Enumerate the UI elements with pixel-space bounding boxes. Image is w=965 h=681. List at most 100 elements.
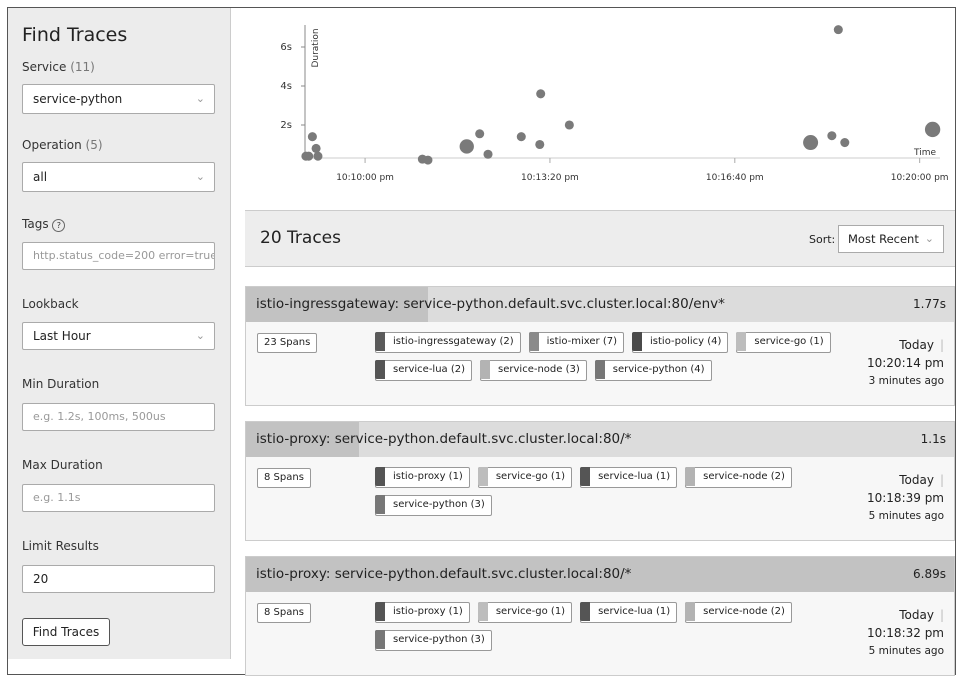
trace-point	[536, 89, 546, 99]
lookback-select[interactable]: Last Hour ⌄	[22, 322, 215, 350]
trace-card[interactable]: istio-ingressgateway: service-python.def…	[245, 286, 955, 406]
trace-header: istio-proxy: service-python.default.svc.…	[246, 422, 954, 457]
service-swatch	[528, 332, 539, 351]
sidebar-title: Find Traces	[22, 24, 128, 46]
service-swatch	[375, 495, 385, 514]
value: service-python	[33, 92, 123, 106]
service-label: service-go (1)	[495, 606, 566, 617]
service-select[interactable]: service-python ⌄	[22, 84, 215, 114]
lookback-label: Lookback	[22, 297, 79, 311]
service-tag: istio-mixer (7)	[528, 332, 624, 353]
service-swatch	[594, 360, 605, 379]
service-label: service-lua (1)	[598, 606, 671, 617]
service-label: istio-mixer (7)	[546, 336, 617, 347]
time: 10:18:39 pm	[866, 491, 944, 505]
date: Today	[899, 608, 934, 622]
separator: |	[939, 473, 944, 487]
duration-bar	[246, 422, 360, 457]
chevron: ⌄	[924, 232, 934, 245]
trace-point	[483, 149, 493, 159]
find-traces-button[interactable]: Find Traces	[22, 618, 110, 646]
tags-label: Tags ?	[22, 217, 66, 232]
trace-card[interactable]: istio-proxy: service-python.default.svc.…	[245, 421, 955, 541]
duration-bar	[246, 557, 954, 592]
service-tag: service-go (1)	[477, 467, 573, 488]
service-tag: service-python (3)	[375, 495, 492, 516]
operation-select[interactable]: all ⌄	[22, 162, 215, 192]
label: Tags	[22, 217, 49, 231]
trace-count: 20 Traces	[260, 228, 341, 248]
service-label: Service (11)	[22, 60, 95, 74]
service-tag: service-lua (1)	[580, 467, 678, 488]
max-duration-input[interactable]: e.g. 1.1s	[22, 484, 215, 512]
date-line: Today |	[867, 336, 944, 354]
service-swatch	[685, 467, 696, 486]
service-swatch	[736, 332, 747, 351]
trace-point	[516, 132, 526, 142]
service-label: istio-proxy (1)	[393, 471, 463, 482]
help-icon[interactable]: ?	[52, 219, 66, 232]
trace-point	[564, 120, 574, 130]
chevron: ⌄	[195, 329, 205, 342]
scatter-chart: Duration Time 2s 4s 6s 10:10:00 pm 10:13:20 …	[280, 25, 949, 183]
service-swatch	[477, 467, 488, 486]
x-tick-label: 10:20:00 pm	[891, 173, 949, 183]
trace-title: istio-ingressgateway: service-python.def…	[256, 296, 725, 312]
trace-point	[304, 151, 314, 161]
service-label: service-python (4)	[612, 364, 705, 375]
service-tag: service-python (3)	[375, 630, 492, 651]
label: Service	[22, 60, 67, 74]
separator: |	[939, 608, 944, 622]
service-swatch	[580, 602, 591, 621]
results-header: 20 Traces Sort: Most Recent ⌄	[245, 210, 955, 267]
value: Most Recent	[848, 232, 919, 246]
min-duration-label: Min Duration	[22, 377, 100, 391]
limit-input[interactable]: 20	[22, 565, 215, 593]
service-label: service-python (3)	[393, 634, 485, 645]
service-label: istio-proxy (1)	[393, 606, 463, 617]
trace-point	[924, 121, 941, 138]
service-tag: service-go (1)	[477, 602, 573, 623]
span-count: 23 Spans	[257, 333, 318, 353]
min-duration-input[interactable]: e.g. 1.2s, 100ms, 500us	[22, 403, 215, 431]
service-swatch	[477, 602, 488, 621]
value: Last Hour	[33, 329, 91, 343]
service-swatch	[580, 467, 591, 486]
trace-duration: 1.77s	[913, 297, 946, 311]
service-tags: istio-ingressgateway (2) istio-mixer (7) i…	[375, 332, 835, 381]
x-tick-label: 10:10:00 pm	[336, 173, 394, 183]
service-label: service-python (3)	[393, 499, 485, 510]
service-label: service-go (1)	[754, 336, 824, 347]
value: all	[33, 170, 48, 184]
y-tick-label: 6s	[280, 42, 292, 53]
service-tag: service-node (2)	[685, 602, 792, 623]
service-tag: service-python (4)	[594, 360, 712, 381]
service-swatch	[375, 332, 385, 351]
trace-card[interactable]: istio-proxy: service-python.default.svc.…	[245, 556, 955, 676]
y-tick-label: 2s	[280, 120, 292, 131]
service-tag: istio-proxy (1)	[375, 467, 470, 488]
trace-point	[423, 155, 433, 165]
trace-point	[840, 138, 850, 148]
x-tick-label: 10:13:20 pm	[521, 173, 579, 183]
trace-header: istio-ingressgateway: service-python.def…	[246, 287, 954, 322]
trace-header: istio-proxy: service-python.default.svc.…	[246, 557, 954, 592]
time: 10:20:14 pm	[866, 356, 944, 370]
y-axis-title: Duration	[311, 28, 321, 67]
tags-input[interactable]: http.status_code=200 error=true	[22, 242, 215, 270]
trace-duration: 6.89s	[913, 567, 946, 581]
service-tag: istio-ingressgateway (2)	[375, 332, 521, 353]
span-count: 8 Spans	[257, 603, 311, 623]
separator: |	[939, 338, 944, 352]
service-tag: istio-policy (4)	[632, 332, 729, 353]
trace-point	[833, 25, 843, 35]
sort-select[interactable]: Most Recent ⌄	[838, 225, 944, 253]
time: 10:18:32 pm	[866, 626, 944, 640]
count: (11)	[70, 60, 95, 74]
trace-point	[459, 139, 474, 154]
service-label: service-node (2)	[703, 606, 785, 617]
max-duration-label: Max Duration	[22, 458, 103, 472]
service-swatch	[375, 467, 385, 486]
count: (5)	[85, 138, 103, 152]
